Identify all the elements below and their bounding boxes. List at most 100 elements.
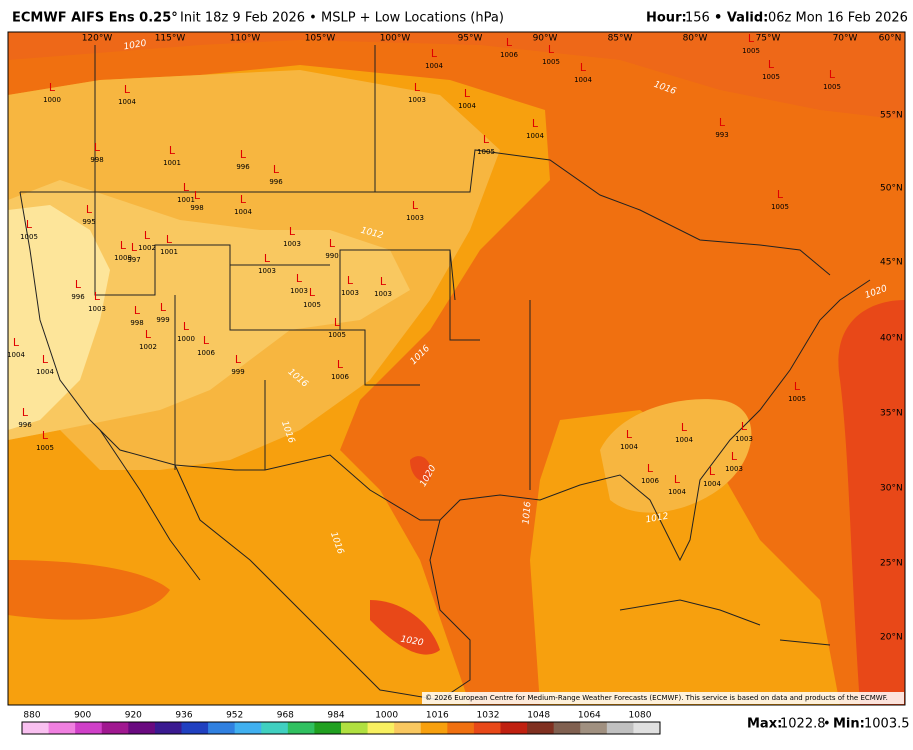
low-symbol: L <box>131 241 138 254</box>
colorbar-cell <box>314 722 342 734</box>
colorbar-cell <box>101 722 129 734</box>
colorbar-tick: 1032 <box>477 711 500 721</box>
low-symbol: L <box>124 83 131 96</box>
low-symbol: L <box>794 380 801 393</box>
lon-label: 110°W <box>230 34 261 44</box>
low-pressure: 1002 <box>139 343 157 351</box>
low-pressure: 1003 <box>408 96 426 104</box>
low-symbol: L <box>94 141 101 154</box>
low-symbol: L <box>464 87 471 100</box>
colorbar: 880 900 920 936 952 968 984 1000 1016 1032 1048 106… <box>21 711 661 735</box>
colorbar-cell <box>261 722 289 734</box>
low-symbol: L <box>380 275 387 288</box>
colorbar-cell <box>553 722 581 734</box>
low-pressure: 1006 <box>197 349 215 357</box>
low-symbol: L <box>134 304 141 317</box>
field-1016 <box>8 32 905 705</box>
colorbar-tick: 1080 <box>629 711 652 721</box>
low-pressure: 1005 <box>788 395 806 403</box>
low-symbol: L <box>748 32 755 45</box>
baja <box>99 429 201 581</box>
low-symbol: L <box>329 237 336 250</box>
map-frame <box>7 31 906 706</box>
hour-label: Hour: <box>646 11 687 26</box>
low-pressure: 1005 <box>328 331 346 339</box>
colorbar-cell <box>447 722 475 734</box>
low-pressure: 996 <box>269 178 283 186</box>
lon-label: 90°W <box>533 34 558 44</box>
low-pressure: 1005 <box>771 203 789 211</box>
low-symbol: L <box>506 36 513 49</box>
low-pressure: 1005 <box>823 83 841 91</box>
colorbar-cell <box>473 722 501 734</box>
low-pressure: 1005 <box>36 444 54 452</box>
lon-label: 70°W <box>833 34 858 44</box>
low-symbol: L <box>203 334 210 347</box>
low-pressure: 1005 <box>742 47 760 55</box>
field-1020-texas <box>410 456 431 482</box>
lat-label: 20°N <box>880 633 903 643</box>
low-symbol: L <box>309 286 316 299</box>
colorbar-cell <box>208 722 236 734</box>
low-pressure: 1006 <box>500 51 518 59</box>
lon-label: 115°W <box>155 34 186 44</box>
low-pressure: 1003 <box>341 289 359 297</box>
colorbar-tick: 920 <box>125 711 142 721</box>
lon-label: 95°W <box>458 34 483 44</box>
low-symbol: L <box>183 320 190 333</box>
isobar-label: 1012 <box>645 512 670 526</box>
low-pressure: 1005 <box>542 58 560 66</box>
low-pressure: 1004 <box>458 102 476 110</box>
lon-label: 85°W <box>608 34 633 44</box>
low-pressure: 999 <box>231 368 244 376</box>
colorbar-tick: 1000 <box>375 711 398 721</box>
low-pressure: 998 <box>130 319 143 327</box>
low-symbol: L <box>240 148 247 161</box>
colorbar-cell <box>48 722 76 734</box>
field-1020-mexico <box>370 600 440 655</box>
low-symbol: L <box>194 189 201 202</box>
colorbar-tick: 880 <box>23 711 40 721</box>
low-symbol: L <box>709 465 716 478</box>
low-pressure: 1004 <box>7 351 25 359</box>
low-symbol: L <box>144 229 151 242</box>
low-pressure: 1002 <box>138 244 156 252</box>
colorbar-tick: 1064 <box>578 711 601 721</box>
separator: • <box>823 717 831 732</box>
colorbar-tick: 900 <box>74 711 91 721</box>
min-label: Min: <box>833 717 865 732</box>
max: 1022.8 <box>780 717 826 732</box>
low-pressure: 1004 <box>620 443 638 451</box>
low-symbol: L <box>296 272 303 285</box>
low-symbol: L <box>548 43 555 56</box>
isobar-label: 1020 <box>123 39 148 53</box>
low-symbol: L <box>626 428 633 441</box>
field-1020-atlantic <box>838 300 905 705</box>
colorbar-cell <box>394 722 422 734</box>
lat-label: 55°N <box>880 111 903 121</box>
valid-label: • Valid: <box>714 11 768 26</box>
us-coast <box>19 191 871 562</box>
low-symbol: L <box>183 181 190 194</box>
low-symbol: L <box>273 163 280 176</box>
lat-label: 35°N <box>880 409 903 419</box>
lat-label: 30°N <box>880 484 903 494</box>
low-pressure: 1005 <box>20 233 38 241</box>
field-1004 <box>8 180 410 440</box>
colorbar-tick: 1016 <box>426 711 449 721</box>
colorbar-cell <box>527 722 555 734</box>
hour: 156 <box>685 11 710 26</box>
low-pressure: 1004 <box>703 480 721 488</box>
low-symbol: L <box>532 117 539 130</box>
low-pressure: 997 <box>127 256 140 264</box>
low-symbol: L <box>145 328 152 341</box>
low-symbol: L <box>580 61 587 74</box>
lat-label: 50°N <box>880 184 903 194</box>
field-1016-north <box>8 32 905 120</box>
low-symbol: L <box>166 233 173 246</box>
low-symbol: L <box>647 462 654 475</box>
low-symbol: L <box>120 239 127 252</box>
colorbar-cell <box>287 722 315 734</box>
